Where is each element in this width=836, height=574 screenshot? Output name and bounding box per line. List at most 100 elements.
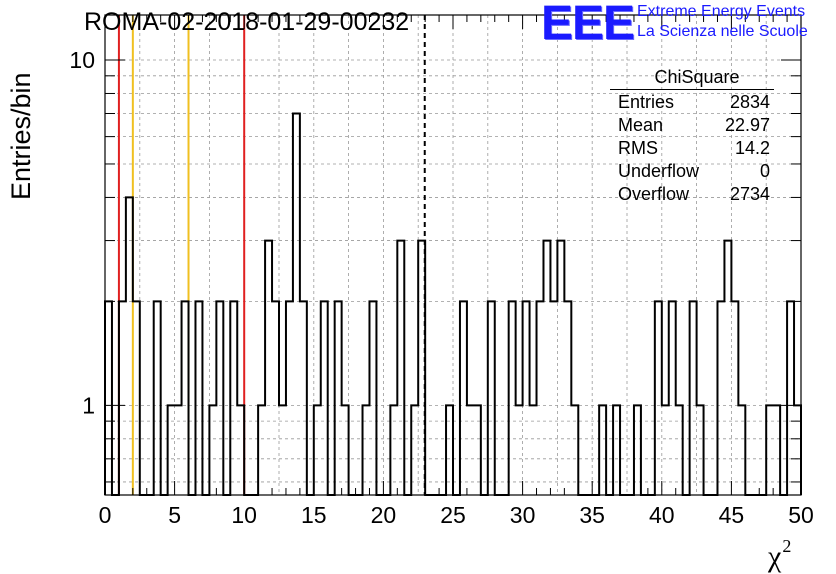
histogram-bin [300, 301, 307, 495]
x-tick-label: 15 [301, 502, 327, 528]
stats-row-entries: Entries 2834 [610, 91, 774, 114]
y-tick-labels: 1 10 [69, 47, 95, 418]
histogram-bin [314, 405, 321, 495]
x-axis-label: χ2 [768, 536, 791, 574]
histogram-bin [230, 301, 237, 495]
x-tick-label: 45 [719, 502, 745, 528]
x-tick-label: 0 [99, 502, 112, 528]
histogram-bin [543, 241, 550, 495]
histogram-bin [154, 301, 161, 495]
histogram-bin [411, 405, 418, 495]
histogram-bin [697, 405, 704, 495]
stats-label: Overflow [618, 184, 690, 204]
stats-value: 2734 [729, 184, 770, 204]
histogram-bin [717, 301, 724, 495]
logo-line-1: Extreme Energy Events [637, 3, 806, 20]
stats-box: ChiSquare Entries 2834 Mean 22.97 RMS 14.2 … [610, 66, 774, 206]
stats-divider [610, 89, 774, 90]
histogram-bin [467, 405, 474, 495]
chart-title: ROMA-02-2018-01-29-00232 [84, 8, 410, 36]
histogram-bin [182, 301, 189, 495]
histogram-bin [168, 405, 175, 495]
y-axis-label: Entries/bin [6, 72, 36, 200]
x-tick-label: 50 [788, 502, 814, 528]
histogram-bin [557, 241, 564, 495]
x-tick-label: 20 [371, 502, 397, 528]
histogram-bin [787, 301, 794, 495]
eee-logo: EEE [541, 0, 635, 50]
histogram-bin [766, 405, 773, 495]
histogram-bin [363, 405, 370, 495]
histogram-bin [446, 405, 453, 495]
histogram-bin [126, 197, 133, 495]
histogram-bin [474, 405, 481, 495]
histogram-bin [676, 405, 683, 495]
histogram-bin [509, 301, 516, 495]
histogram-bin [655, 301, 662, 495]
axis-ticks [104, 15, 802, 495]
histogram-bin [460, 301, 467, 495]
stats-value: 0 [759, 161, 770, 181]
histogram-bin [634, 405, 641, 495]
histogram-bin [516, 405, 523, 495]
histogram-bin [488, 301, 495, 495]
stats-row-rms: RMS 14.2 [610, 137, 774, 160]
histogram-bin [342, 405, 349, 495]
histogram-bin [537, 301, 544, 495]
histogram-bin [175, 405, 182, 495]
histogram-bin [662, 405, 669, 495]
stats-row-overflow: Overflow 2734 [610, 183, 774, 206]
histogram [104, 112, 802, 496]
logo-caption: Extreme Energy Events La Scienza nelle S… [637, 2, 808, 42]
histogram-bin [550, 301, 557, 495]
y-tick-label: 10 [69, 47, 95, 73]
x-tick-labels: 0 5 10 15 20 25 30 35 40 45 50 [99, 502, 814, 528]
x-tick-label: 40 [649, 502, 675, 528]
histogram-bin [272, 301, 279, 495]
histogram-bin [133, 301, 140, 495]
histogram-bin [258, 405, 265, 495]
histogram-bin [216, 301, 223, 495]
histogram-bin [599, 405, 606, 495]
y-tick-label: 1 [82, 392, 95, 418]
stats-label: Entries [618, 92, 675, 112]
histogram-bin [773, 405, 780, 495]
stats-label: RMS [618, 138, 658, 158]
histogram-bin [418, 241, 425, 495]
histogram-bin [397, 241, 404, 495]
histogram-bin [105, 301, 112, 495]
histogram-outline [104, 112, 802, 496]
stats-value: 22.97 [724, 115, 770, 135]
histogram-bin [369, 301, 376, 495]
histogram-bin [286, 301, 293, 495]
histogram-bin [335, 301, 342, 495]
histogram-bin [530, 405, 537, 495]
stats-value: 2834 [729, 92, 770, 112]
stats-label: Mean [618, 115, 664, 135]
stats-title: ChiSquare [654, 67, 740, 87]
histogram-bin [690, 301, 697, 495]
x-tick-label: 10 [231, 502, 257, 528]
histogram-bin [293, 114, 300, 495]
histogram-bin [321, 301, 328, 495]
x-axis-label-sup: 2 [782, 536, 792, 556]
histogram-bin [564, 301, 571, 495]
histogram-bin [738, 405, 745, 495]
stats-row-mean: Mean 22.97 [610, 114, 774, 137]
histogram-bin [237, 405, 244, 495]
histogram-bin [195, 301, 202, 495]
x-tick-label: 30 [510, 502, 536, 528]
histogram-bin [265, 241, 272, 495]
histogram-bin [613, 405, 620, 495]
stats-label: Underflow [618, 161, 700, 181]
stats-value: 14.2 [734, 138, 770, 158]
logo-line-2: La Scienza nelle Scuole [637, 23, 808, 40]
x-tick-label: 35 [579, 502, 605, 528]
x-axis-label-base: χ [768, 540, 782, 573]
histogram-bin [523, 301, 530, 495]
x-tick-label: 5 [168, 502, 181, 528]
x-tick-label: 25 [440, 502, 466, 528]
histogram-bin [724, 241, 731, 495]
histogram-bin [209, 405, 216, 495]
